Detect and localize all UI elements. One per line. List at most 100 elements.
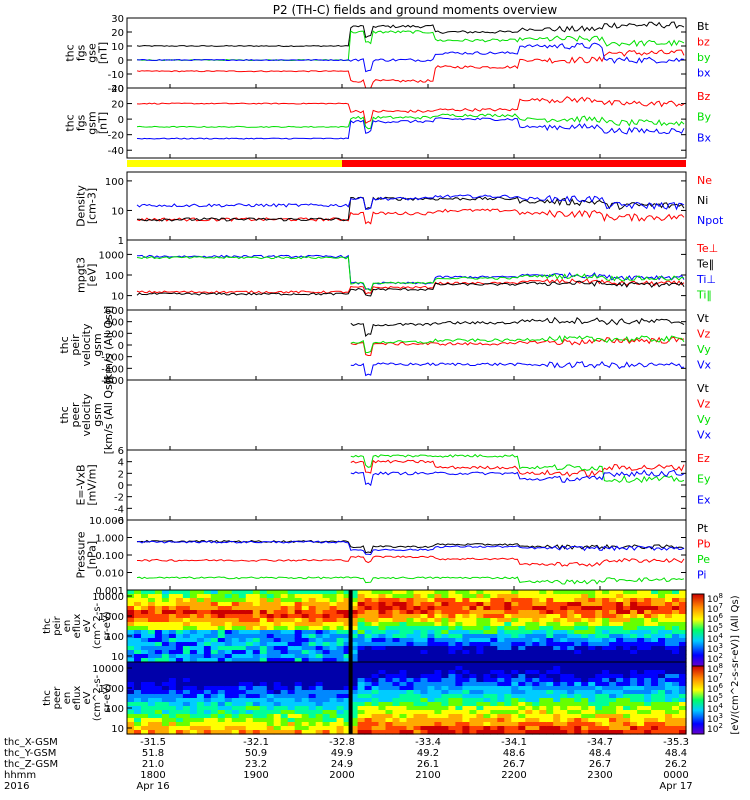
spectrogram-cell <box>469 674 477 679</box>
spectrogram-cell <box>616 634 624 639</box>
spectrogram-cell <box>336 730 345 735</box>
spectrogram-cell <box>315 666 324 671</box>
spectrogram-cell <box>322 598 331 603</box>
spectrogram-cell <box>469 626 477 631</box>
spectrogram-cell <box>343 630 352 635</box>
y-tick-label: 100 <box>105 177 124 188</box>
spectrogram-cell <box>532 722 540 727</box>
spectrogram-cell <box>651 642 659 647</box>
spectrogram-cell <box>378 598 387 603</box>
spectrogram-cell <box>252 674 261 679</box>
spectrogram-cell <box>455 634 463 639</box>
spectrogram-cell <box>490 646 498 651</box>
spectrogram-cell <box>392 678 401 683</box>
spectrogram-cell <box>238 666 247 671</box>
spectrogram-cell <box>602 610 610 615</box>
spectrogram-cell <box>623 730 631 735</box>
spectrogram-cell <box>595 658 603 663</box>
spectrogram-cell <box>504 674 512 679</box>
spectrogram-cell <box>679 658 687 663</box>
spectrogram-cell <box>658 634 666 639</box>
spectrogram-cell <box>238 690 247 695</box>
spectrogram-cell <box>623 638 631 643</box>
spectrogram-cell <box>203 658 212 663</box>
spectrogram-cell <box>532 726 540 731</box>
spectrogram-cell <box>588 674 596 679</box>
spectrogram-cell <box>413 650 422 655</box>
spectrogram-cell <box>518 694 526 699</box>
spectrogram-cell <box>238 658 247 663</box>
spectrogram-cell <box>441 670 449 675</box>
spectrogram-cell <box>420 606 429 611</box>
legend-Pt: Pt <box>697 522 709 535</box>
spectrogram-cell <box>560 710 568 715</box>
spectrogram-cell <box>141 614 149 619</box>
spectrogram-cell <box>154 626 163 631</box>
spectrogram-cell <box>399 626 408 631</box>
spectrogram-cell <box>448 690 456 695</box>
spectrogram-cell <box>539 686 547 691</box>
spectrogram-cell <box>413 718 422 723</box>
spectrogram-cell <box>210 718 219 723</box>
spectrogram-cell <box>476 642 484 647</box>
spectrogram-cell <box>609 626 617 631</box>
spectrogram-cell <box>371 602 380 607</box>
spectrogram-cell <box>322 626 331 631</box>
spectrogram-cell <box>455 658 463 663</box>
spectrogram-cell <box>567 722 575 727</box>
spectrogram-cell <box>301 666 310 671</box>
spectrogram-cell <box>182 710 191 715</box>
spectrogram-cell <box>665 670 673 675</box>
spectrogram-cell <box>343 610 352 615</box>
spectrogram-cell <box>196 706 205 711</box>
spectrogram-cell <box>350 654 359 659</box>
spectrogram-cell <box>336 674 345 679</box>
spectrogram-cell <box>238 590 247 595</box>
spectrogram-cell <box>252 718 261 723</box>
panel-frame <box>126 661 687 735</box>
spectrogram-cell <box>336 598 345 603</box>
spectrogram-cell <box>679 618 687 623</box>
spectrogram-cell <box>168 638 177 643</box>
spectrogram-cell <box>609 694 617 699</box>
spectrogram-cell <box>602 618 610 623</box>
spectrogram-cell <box>245 722 254 727</box>
spectrogram-cell <box>134 702 142 707</box>
spectrogram-cell <box>539 646 547 651</box>
bottom-row-value: 2300 <box>587 770 612 781</box>
spectrogram-cell <box>567 710 575 715</box>
spectrogram-cell <box>588 610 596 615</box>
spectrogram-cell <box>434 706 442 711</box>
spectrogram-cell <box>476 670 484 675</box>
spectrogram-cell <box>266 630 275 635</box>
y-axis-label: [nT] <box>97 112 110 134</box>
spectrogram-cell <box>462 602 470 607</box>
spectrogram-cell <box>308 618 317 623</box>
spectrogram-cell <box>518 682 526 687</box>
spectrogram-cell <box>574 658 582 663</box>
spectrogram-cell <box>679 690 687 695</box>
spectrogram-cell <box>511 634 519 639</box>
spectrogram-cell <box>280 698 289 703</box>
spectrogram-cell <box>434 618 442 623</box>
spectrogram-cell <box>127 698 135 703</box>
spectrogram-cell <box>448 618 456 623</box>
spectrogram-cell <box>175 610 184 615</box>
spectrogram-cell <box>266 642 275 647</box>
spectrogram-cell <box>574 662 582 667</box>
spectrogram-cell <box>378 634 387 639</box>
spectrogram-cell <box>378 678 387 683</box>
spectrogram-cell <box>637 670 645 675</box>
spectrogram-cell <box>497 674 505 679</box>
spectrogram-cell <box>399 658 408 663</box>
y-tick-label: 6 <box>118 446 124 457</box>
spectrogram-cell <box>616 622 624 627</box>
spectrogram-cell <box>301 706 310 711</box>
spectrogram-cell <box>665 590 673 595</box>
y-axis-label: en <box>62 692 73 705</box>
spectrogram-cell <box>427 702 436 707</box>
spectrogram-cell <box>497 618 505 623</box>
spectrogram-cell <box>148 698 156 703</box>
spectrogram-cell <box>273 622 282 627</box>
spectrogram-cell <box>679 706 687 711</box>
